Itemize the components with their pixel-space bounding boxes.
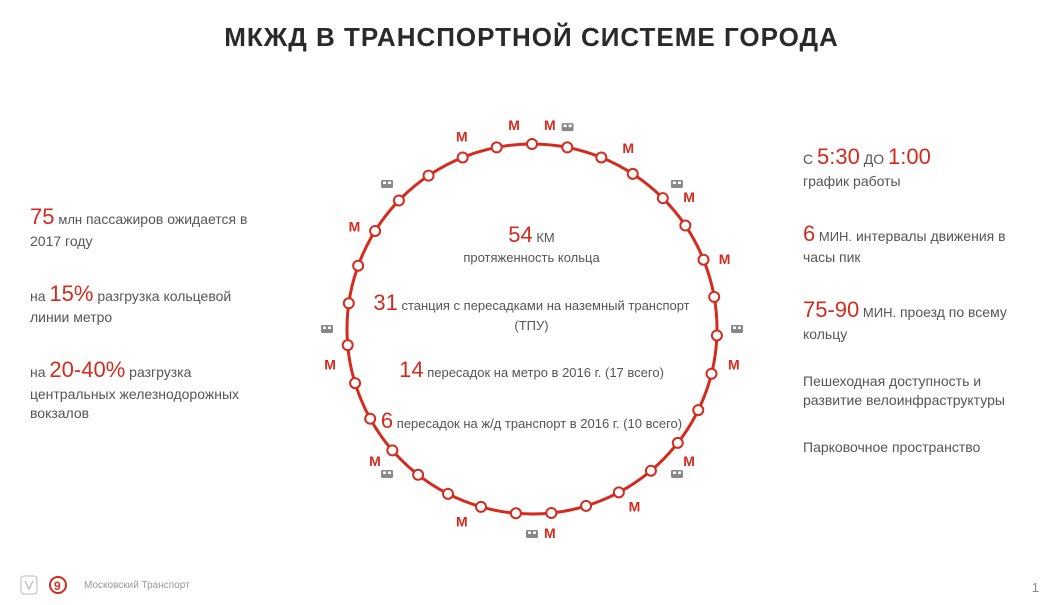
station-dot-icon: [698, 254, 708, 264]
center-stat-0: 54 КМ протяженность кольца: [463, 221, 599, 266]
cstat-text: пересадок на ж/д транспорт в 2016 г. (10…: [397, 416, 682, 431]
center-stat-1: 31 станция с пересадками на наземный тра…: [372, 289, 692, 334]
cstat-unit: КМ: [536, 230, 554, 245]
fact-text: Пешеходная доступность и развитие велоин…: [803, 373, 1005, 408]
fact-number: 20-40%: [49, 357, 125, 382]
bus-icon: [526, 530, 538, 538]
cstat-text: протяженность кольца: [463, 250, 599, 265]
center-stat-3: 6 пересадок на ж/д транспорт в 2016 г. (…: [381, 407, 682, 436]
right-fact-4: Парковочное пространство: [803, 438, 1033, 457]
station-dot-icon: [546, 507, 556, 517]
svg-text:9: 9: [54, 579, 61, 593]
right-column: С 5:30 ДО 1:00 график работы 6 МИН. инте…: [803, 142, 1033, 484]
station-dot-icon: [476, 501, 486, 511]
footer: 9 Московский Транспорт: [20, 575, 190, 595]
station-dot-icon: [709, 291, 719, 301]
main-area: 75 млн пассажиров ожидается в 2017 году …: [0, 82, 1063, 575]
ring-diagram: ММММММММММММММ 54 КМ протяженность кольц…: [312, 109, 752, 549]
metro-icon: М: [628, 498, 640, 514]
page-title: МКЖД В ТРАНСПОРТНОЙ СИСТЕМЕ ГОРОДА: [0, 22, 1063, 53]
cstat-text: станция с пересадками на наземный трансп…: [401, 298, 689, 333]
coat-of-arms-icon: [20, 575, 38, 595]
cstat-text: пересадок на метро в 2016 г. (17 всего): [427, 365, 664, 380]
metro-icon: М: [508, 116, 520, 132]
fact-number-2: 1:00: [888, 144, 931, 169]
metro-icon: М: [544, 525, 556, 541]
right-fact-3: Пешеходная доступность и развитие велоин…: [803, 372, 1033, 410]
bus-icon: [321, 325, 333, 333]
fact-unit: МИН.: [815, 229, 852, 244]
station-dot-icon: [491, 142, 501, 152]
fact-unit: МИН.: [859, 305, 896, 320]
center-stats: 54 КМ протяженность кольца 31 станция с …: [372, 169, 692, 489]
fact-number: 15%: [49, 281, 93, 306]
station-dot-icon: [596, 152, 606, 162]
station-dot-icon: [342, 340, 352, 350]
left-fact-0: 75 млн пассажиров ожидается в 2017 году: [30, 202, 260, 251]
station-dot-icon: [443, 488, 453, 498]
footer-brand: Московский Транспорт: [84, 580, 190, 591]
fact-number: 5:30: [817, 144, 860, 169]
right-fact-0: С 5:30 ДО 1:00 график работы: [803, 142, 1033, 191]
metro-icon: М: [348, 218, 360, 234]
station-dot-icon: [527, 139, 537, 149]
fact-prefix: С: [803, 151, 817, 167]
brand-logo-icon: 9: [48, 575, 74, 595]
station-dot-icon: [353, 260, 363, 270]
metro-icon: М: [544, 116, 556, 132]
bus-icon: [731, 325, 743, 333]
station-dot-icon: [693, 405, 703, 415]
fact-mid: ДО: [860, 151, 888, 167]
station-dot-icon: [706, 368, 716, 378]
right-fact-2: 75-90 МИН. проезд по всему кольцу: [803, 295, 1033, 344]
fact-text: график работы: [803, 173, 901, 189]
page-number: 1: [1032, 580, 1039, 595]
fact-number: 6: [803, 221, 815, 246]
metro-icon: М: [456, 128, 468, 144]
station-dot-icon: [581, 500, 591, 510]
station-dot-icon: [343, 298, 353, 308]
cstat-number: 14: [399, 357, 423, 382]
cstat-number: 31: [373, 290, 397, 315]
station-dot-icon: [711, 330, 721, 340]
station-dot-icon: [350, 378, 360, 388]
cstat-number: 6: [381, 408, 393, 433]
fact-prefix: на: [30, 288, 49, 304]
metro-icon: М: [728, 356, 740, 372]
metro-icon: М: [718, 250, 730, 266]
station-dot-icon: [510, 508, 520, 518]
metro-icon: М: [456, 513, 468, 529]
fact-prefix: на: [30, 364, 49, 380]
fact-unit: млн: [58, 212, 82, 227]
fact-text: Парковочное пространство: [803, 439, 980, 455]
bus-icon: [561, 123, 573, 131]
metro-icon: М: [622, 139, 634, 155]
center-stat-2: 14 пересадок на метро в 2016 г. (17 всег…: [399, 356, 664, 385]
station-dot-icon: [562, 142, 572, 152]
metro-icon: М: [324, 356, 336, 372]
left-column: 75 млн пассажиров ожидается в 2017 году …: [30, 202, 260, 451]
fact-number: 75: [30, 204, 54, 229]
right-fact-1: 6 МИН. интервалы движения в часы пик: [803, 219, 1033, 268]
left-fact-1: на 15% разгрузка кольцевой линии метро: [30, 279, 260, 328]
cstat-number: 54: [508, 222, 532, 247]
left-fact-2: на 20-40% разгрузка центральных железнод…: [30, 355, 260, 422]
station-dot-icon: [457, 152, 467, 162]
fact-number: 75-90: [803, 297, 859, 322]
